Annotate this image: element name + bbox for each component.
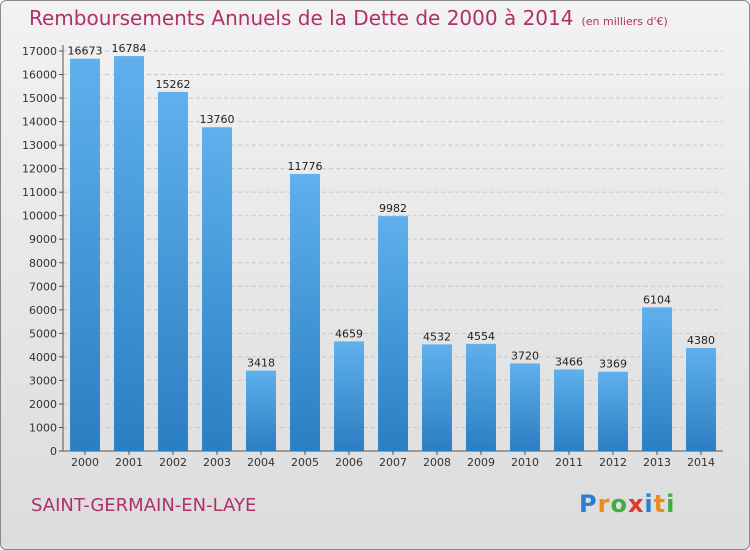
- bar-value-label: 16673: [68, 45, 103, 58]
- x-tick-label: 2006: [335, 456, 363, 469]
- x-tick-label: 2004: [247, 456, 275, 469]
- logo-letter: x: [627, 490, 645, 518]
- x-tick-label: 2003: [203, 456, 231, 469]
- y-tick-label: 8000: [29, 257, 57, 270]
- x-tick-label: 2001: [115, 456, 143, 469]
- bar-value-label: 11776: [288, 160, 323, 173]
- y-tick-label: 12000: [22, 163, 57, 176]
- bar: [466, 343, 496, 451]
- x-tick-label: 2011: [555, 456, 583, 469]
- bar: [554, 369, 584, 451]
- bar-value-label: 4659: [335, 327, 363, 340]
- logo-letter: o: [610, 490, 628, 518]
- x-tick-label: 2002: [159, 456, 187, 469]
- x-tick-label: 2009: [467, 456, 495, 469]
- logo-letter: i: [644, 490, 654, 518]
- bar: [70, 58, 100, 451]
- y-tick-label: 3000: [29, 374, 57, 387]
- x-tick-label: 2010: [511, 456, 539, 469]
- bar-value-label: 3466: [555, 355, 583, 368]
- y-tick-label: 9000: [29, 233, 57, 246]
- logo-letter: P: [579, 490, 598, 518]
- logo-letter: i: [666, 490, 676, 518]
- y-tick-label: 10000: [22, 210, 57, 223]
- chart-subtitle: (en milliers d'€): [581, 15, 668, 28]
- title-text: Remboursements Annuels de la Dette de 20…: [29, 6, 574, 30]
- bar-value-label: 3720: [511, 349, 539, 362]
- bar-value-label: 16784: [112, 42, 147, 55]
- bar: [378, 216, 408, 451]
- logo-letter: r: [597, 490, 611, 518]
- bar-value-label: 15262: [156, 78, 191, 91]
- commune-name: SAINT-GERMAIN-EN-LAYE: [31, 495, 257, 516]
- y-tick-label: 4000: [29, 351, 57, 364]
- y-tick-label: 17000: [22, 45, 57, 58]
- bar: [114, 56, 144, 452]
- x-tick-label: 2000: [71, 456, 99, 469]
- bar: [598, 371, 628, 451]
- x-tick-label: 2012: [599, 456, 627, 469]
- chart-title: Remboursements Annuels de la Dette de 20…: [29, 6, 668, 30]
- x-tick-label: 2008: [423, 456, 451, 469]
- y-tick-label: 1000: [29, 421, 57, 434]
- proxiti-logo: Proxiti: [579, 490, 675, 518]
- y-tick-label: 13000: [22, 139, 57, 152]
- x-tick-label: 2014: [687, 456, 715, 469]
- bar: [686, 347, 716, 451]
- x-tick-label: 2013: [643, 456, 671, 469]
- y-tick-label: 16000: [22, 69, 57, 82]
- bar: [422, 344, 452, 451]
- y-tick-label: 2000: [29, 398, 57, 411]
- y-tick-label: 0: [50, 445, 57, 458]
- bar-value-label: 3418: [247, 357, 275, 370]
- y-tick-label: 14000: [22, 116, 57, 129]
- logo-letter: t: [653, 490, 667, 518]
- bar: [202, 127, 232, 451]
- bar-value-label: 4532: [423, 330, 451, 343]
- y-tick-label: 11000: [22, 186, 57, 199]
- y-tick-label: 7000: [29, 280, 57, 293]
- x-tick-label: 2005: [291, 456, 319, 469]
- bar-value-label: 3369: [599, 358, 627, 371]
- bar: [334, 341, 364, 451]
- bar-value-label: 4380: [687, 334, 715, 347]
- bar: [510, 363, 540, 451]
- bar: [246, 370, 276, 451]
- x-tick-label: 2007: [379, 456, 407, 469]
- bar-value-label: 9982: [379, 202, 407, 215]
- y-tick-label: 5000: [29, 327, 57, 340]
- bar: [290, 173, 320, 451]
- y-tick-label: 15000: [22, 92, 57, 105]
- bar-value-label: 6104: [643, 293, 671, 306]
- y-tick-label: 6000: [29, 304, 57, 317]
- bar: [642, 307, 672, 451]
- bar-value-label: 13760: [200, 113, 235, 126]
- bar: [158, 91, 188, 452]
- bar-value-label: 4554: [467, 330, 495, 343]
